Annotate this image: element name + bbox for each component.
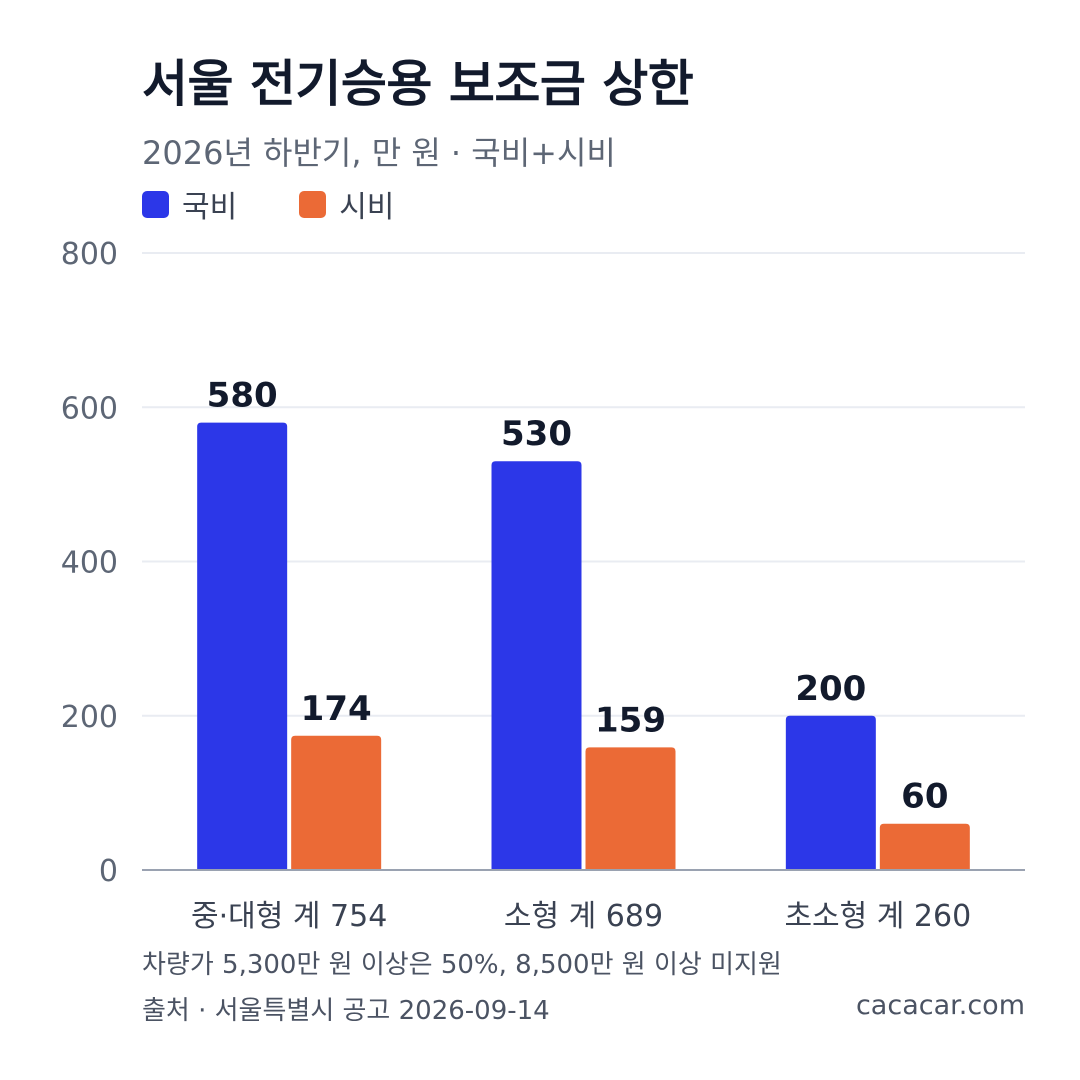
chart-subtitle: 2026년 하반기, 만 원 · 국비+시비 [142, 134, 616, 172]
legend-swatch-national [142, 190, 169, 218]
y-tick-label: 800 [61, 237, 118, 272]
legend: 국비 시비 [142, 182, 456, 226]
bar-value-label: 200 [795, 669, 866, 709]
x-category-label: 초소형 계 260 [784, 899, 971, 934]
brand-label: cacacar.com [855, 990, 1025, 1021]
y-tick-label: 200 [61, 700, 118, 735]
bar-value-label: 580 [207, 376, 278, 416]
source-credit: 출처 · 서울특별시 공고 2026-09-14 [142, 996, 550, 1026]
x-category-label: 소형 계 689 [504, 899, 663, 934]
y-tick-label: 400 [61, 546, 118, 581]
bar-national [491, 461, 582, 870]
legend-item-city: 시비 [299, 182, 394, 226]
footnote: 차량가 5,300만 원 이상은 50%, 8,500만 원 이상 미지원 [142, 950, 782, 980]
bar-national [785, 715, 876, 870]
x-category-label: 중·대형 계 754 [191, 899, 387, 934]
chart-title: 서울 전기승용 보조금 상한 [142, 55, 694, 113]
legend-item-national: 국비 [142, 182, 237, 226]
bar-value-label: 174 [301, 689, 372, 729]
legend-label-city: 시비 [339, 190, 395, 225]
bar-city [879, 823, 970, 870]
bar-city [585, 747, 676, 870]
legend-swatch-city [299, 190, 327, 218]
bar-value-label: 530 [501, 414, 572, 454]
bar-value-label: 60 [901, 777, 948, 817]
y-tick-label: 0 [99, 854, 118, 889]
legend-label-national: 국비 [182, 190, 238, 225]
bar-city [291, 735, 382, 870]
bar-national [197, 422, 288, 870]
bar-value-label: 159 [595, 700, 666, 740]
y-tick-label: 600 [61, 391, 118, 426]
bar-chart: 0 200 400 600 800 580 174 중·대형 계 754 530 159 소형 계 … [61, 237, 1025, 934]
